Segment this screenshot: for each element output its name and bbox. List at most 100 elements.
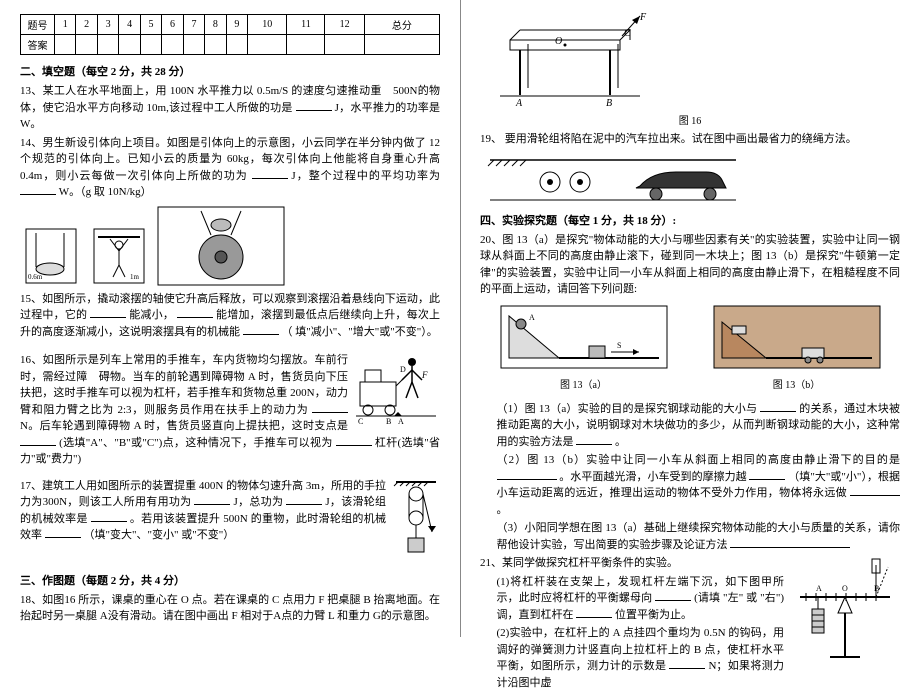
section-4-title: 四、实验探究题（每空 1 分，共 18 分）: bbox=[480, 212, 900, 228]
q19: 19、 要用滑轮组将陷在泥中的汽车拉出来。试在图中画出最省力的绕绳方法。 bbox=[480, 131, 900, 148]
pendulum-icon: 0.6m bbox=[20, 227, 82, 287]
fig13a-wrap: A S 图 13（a） bbox=[499, 304, 669, 395]
q16-text-c: (选填"A"、"B"或"C")点，这种情况下，手推车可以视为 bbox=[59, 437, 333, 449]
q20-2d: 。 bbox=[497, 504, 508, 516]
table-row: 答案 bbox=[21, 35, 440, 55]
q14-text-b: J，整个过程中的平均功率为 bbox=[291, 170, 440, 182]
q17: 17、建筑工人用如图所示的装置提重 400N 的物体匀速升高 3m，所用的手拉力… bbox=[20, 478, 440, 544]
ramp-a-icon: A S bbox=[499, 304, 669, 374]
col-head: 10 bbox=[248, 15, 287, 35]
blank bbox=[749, 469, 785, 480]
q16-text-b: N。后车轮遇到障碍物 A 时，售货员竖直向上提扶把，这时支点是 bbox=[20, 420, 348, 432]
car-pulley-icon bbox=[480, 154, 740, 206]
blank bbox=[296, 100, 332, 111]
ramp-b-icon bbox=[712, 304, 882, 374]
fig13b-caption: 图 13（b） bbox=[712, 376, 882, 391]
col-head: 8 bbox=[205, 15, 226, 35]
q20-text: 20、图 13（a）是探究"物体动能的大小与哪些因素有关"的实验装置，实验中让同… bbox=[480, 234, 900, 296]
svg-text:S: S bbox=[617, 341, 621, 350]
svg-text:A: A bbox=[529, 313, 535, 322]
pulley-icon bbox=[392, 478, 440, 564]
svg-text:F: F bbox=[421, 370, 428, 380]
col-head: 4 bbox=[119, 15, 140, 35]
answer-cell bbox=[226, 35, 247, 55]
blank bbox=[336, 435, 372, 446]
col-head: 9 bbox=[226, 15, 247, 35]
svg-text:C: C bbox=[358, 417, 363, 424]
answer-cell bbox=[55, 35, 76, 55]
col-head: 3 bbox=[97, 15, 118, 35]
svg-text:1m: 1m bbox=[130, 273, 140, 281]
blank bbox=[20, 435, 56, 446]
blank bbox=[497, 469, 557, 480]
q17-text-b: J，总功为 bbox=[234, 496, 284, 508]
q21-text: 21、某同学做探究杠杆平衡条件的实验。 bbox=[480, 557, 678, 569]
handcart-icon: F D C B A bbox=[354, 352, 440, 424]
svg-text:A: A bbox=[398, 417, 404, 424]
row-label: 题号 bbox=[21, 15, 55, 35]
q16-text-a: 16、如图所示是列车上常用的手推车，车内货物均匀摆放。车前行时，需经过障 碍物。… bbox=[20, 354, 348, 416]
desk-icon: O C F A B bbox=[480, 10, 650, 110]
q19-figure bbox=[480, 154, 900, 206]
fig16-wrap: O C F A B 图 16 bbox=[480, 10, 900, 127]
col-head: 7 bbox=[183, 15, 204, 35]
svg-text:B: B bbox=[386, 417, 391, 424]
q20-1: （1）图 13（a）实验的目的是探究钢球动能的大小与 的关系，通过木块被推动距离… bbox=[480, 401, 900, 451]
q17-text-e: （填"变大"、"变小" 或"不变"） bbox=[84, 529, 235, 541]
pullup-icon: 1m bbox=[88, 227, 150, 287]
answer-cell bbox=[325, 35, 364, 55]
q18: 18、如图16 所示，课桌的重心在 O 点。若在课桌的 C 点用力 F 把桌腿 … bbox=[20, 592, 440, 625]
blank bbox=[177, 307, 213, 318]
q18-text: 18、如图16 所示，课桌的重心在 O 点。若在课桌的 C 点用力 F 把桌腿 … bbox=[20, 594, 440, 623]
svg-text:O: O bbox=[555, 36, 562, 47]
q14-q15-figures: 0.6m 1m bbox=[20, 205, 440, 287]
col-head: 2 bbox=[76, 15, 97, 35]
blank bbox=[312, 402, 348, 413]
q21-1c: 位置平衡为止。 bbox=[615, 609, 692, 621]
q20-3: （3）小阳同学想在图 13（a）基础上继续探究物体动能的大小与质量的关系，请你帮… bbox=[480, 520, 900, 553]
svg-text:B: B bbox=[606, 98, 612, 109]
blank bbox=[91, 511, 127, 522]
blank bbox=[90, 307, 126, 318]
lever-balance-icon: O A B bbox=[790, 557, 900, 667]
answer-cell bbox=[119, 35, 140, 55]
blank bbox=[669, 658, 705, 669]
q13-text-c: W。 bbox=[20, 118, 41, 130]
answer-cell bbox=[140, 35, 161, 55]
q15: 15、如图所示，撬动滚摆的轴使它升高后释放，可以观察到滚摆沿着悬线向下运动，此过… bbox=[20, 291, 440, 341]
blank bbox=[730, 537, 850, 548]
svg-text:A: A bbox=[515, 98, 523, 109]
answer-cell bbox=[287, 35, 325, 55]
spacer bbox=[20, 342, 440, 350]
col-head: 12 bbox=[325, 15, 364, 35]
blank bbox=[45, 527, 81, 538]
q15-text-d: （ 填"减小"、"增大"或"不变"）。 bbox=[282, 326, 438, 338]
page-root: 题号 1 2 3 4 5 6 7 8 9 10 11 12 总分 答案 bbox=[0, 0, 920, 637]
blank bbox=[20, 184, 56, 195]
blank bbox=[194, 494, 230, 505]
svg-text:F: F bbox=[639, 12, 647, 23]
blank bbox=[576, 434, 612, 445]
blank bbox=[760, 401, 796, 412]
table-row: 题号 1 2 3 4 5 6 7 8 9 10 11 12 总分 bbox=[21, 15, 440, 35]
wheel-icon bbox=[156, 205, 286, 287]
q13-text-b: J，水平推力的功率是 bbox=[335, 102, 440, 114]
col-head: 5 bbox=[140, 15, 161, 35]
col-head: 1 bbox=[55, 15, 76, 35]
section-2-title: 二、填空题（每空 2 分，共 28 分） bbox=[20, 63, 440, 79]
fig16-caption: 图 16 bbox=[480, 112, 900, 127]
answer-cell bbox=[162, 35, 183, 55]
svg-text:A: A bbox=[816, 584, 822, 593]
blank bbox=[850, 485, 900, 496]
blank bbox=[243, 324, 279, 335]
q15-text-b: 能减小， bbox=[129, 309, 174, 321]
blank bbox=[286, 494, 322, 505]
blank bbox=[576, 607, 612, 618]
answer-cell bbox=[248, 35, 287, 55]
col-head: 总分 bbox=[364, 15, 439, 35]
q20-2: （2）图 13（b）实验中让同一小车从斜面上相同的高度由静止滑下的目的是 。水平… bbox=[480, 452, 900, 518]
q20-2b: 。水平面越光滑，小车受到的摩擦力越 bbox=[559, 471, 746, 483]
q20-1c: 。 bbox=[615, 436, 626, 448]
answer-cell bbox=[205, 35, 226, 55]
fig13a-caption: 图 13（a） bbox=[499, 376, 669, 391]
